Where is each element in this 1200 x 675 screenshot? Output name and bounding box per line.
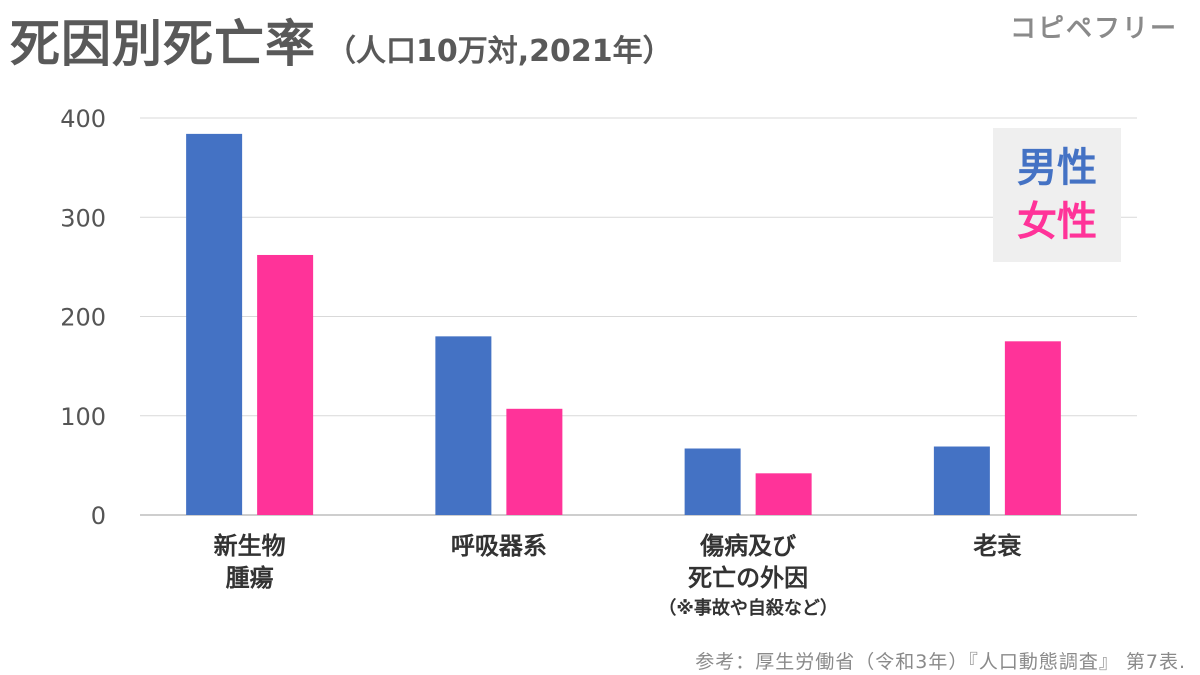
legend: 男性 女性 xyxy=(993,128,1121,262)
bar-female-2 xyxy=(755,473,812,515)
x-category-label: 新生物 xyxy=(214,532,286,560)
y-tick-label: 200 xyxy=(60,304,106,332)
bars xyxy=(186,133,1061,515)
x-category-label: 死亡の外因 xyxy=(688,564,808,592)
y-tick-label: 300 xyxy=(60,204,106,232)
bar-female-0 xyxy=(257,254,314,515)
legend-item-female: 女性 xyxy=(1017,199,1097,245)
bar-male-2 xyxy=(684,448,741,515)
x-category-label: 腫瘍 xyxy=(226,564,274,592)
x-category-label: 呼吸器系 xyxy=(451,532,547,560)
x-category-note: （※事故や自殺など） xyxy=(658,597,838,619)
y-tick-label: 100 xyxy=(60,403,106,431)
bar-male-1 xyxy=(435,336,492,515)
x-category-label: 傷病及び xyxy=(699,532,796,560)
y-tick-label: 0 xyxy=(91,502,106,530)
y-tick-label: 400 xyxy=(60,105,106,133)
y-axis: 0 100 200 300 400 xyxy=(60,105,106,530)
chart-title: 死因別死亡率 （人口10万対,2021年） xyxy=(10,4,673,76)
legend-item-male: 男性 xyxy=(1017,145,1097,191)
x-category-label: 老衰 xyxy=(973,532,1022,560)
source-note: 参考：厚生労働省（令和3年）『人口動態調査』 第7表. xyxy=(695,651,1186,673)
chart-title-sub: （人口10万対,2021年） xyxy=(326,34,673,69)
bar-female-3 xyxy=(1004,341,1061,515)
bar-male-0 xyxy=(186,133,243,515)
watermark: コピペフリー xyxy=(1009,14,1178,44)
bar-female-1 xyxy=(506,408,563,515)
chart-title-main: 死因別死亡率 xyxy=(10,15,316,73)
bar-male-3 xyxy=(933,446,990,515)
